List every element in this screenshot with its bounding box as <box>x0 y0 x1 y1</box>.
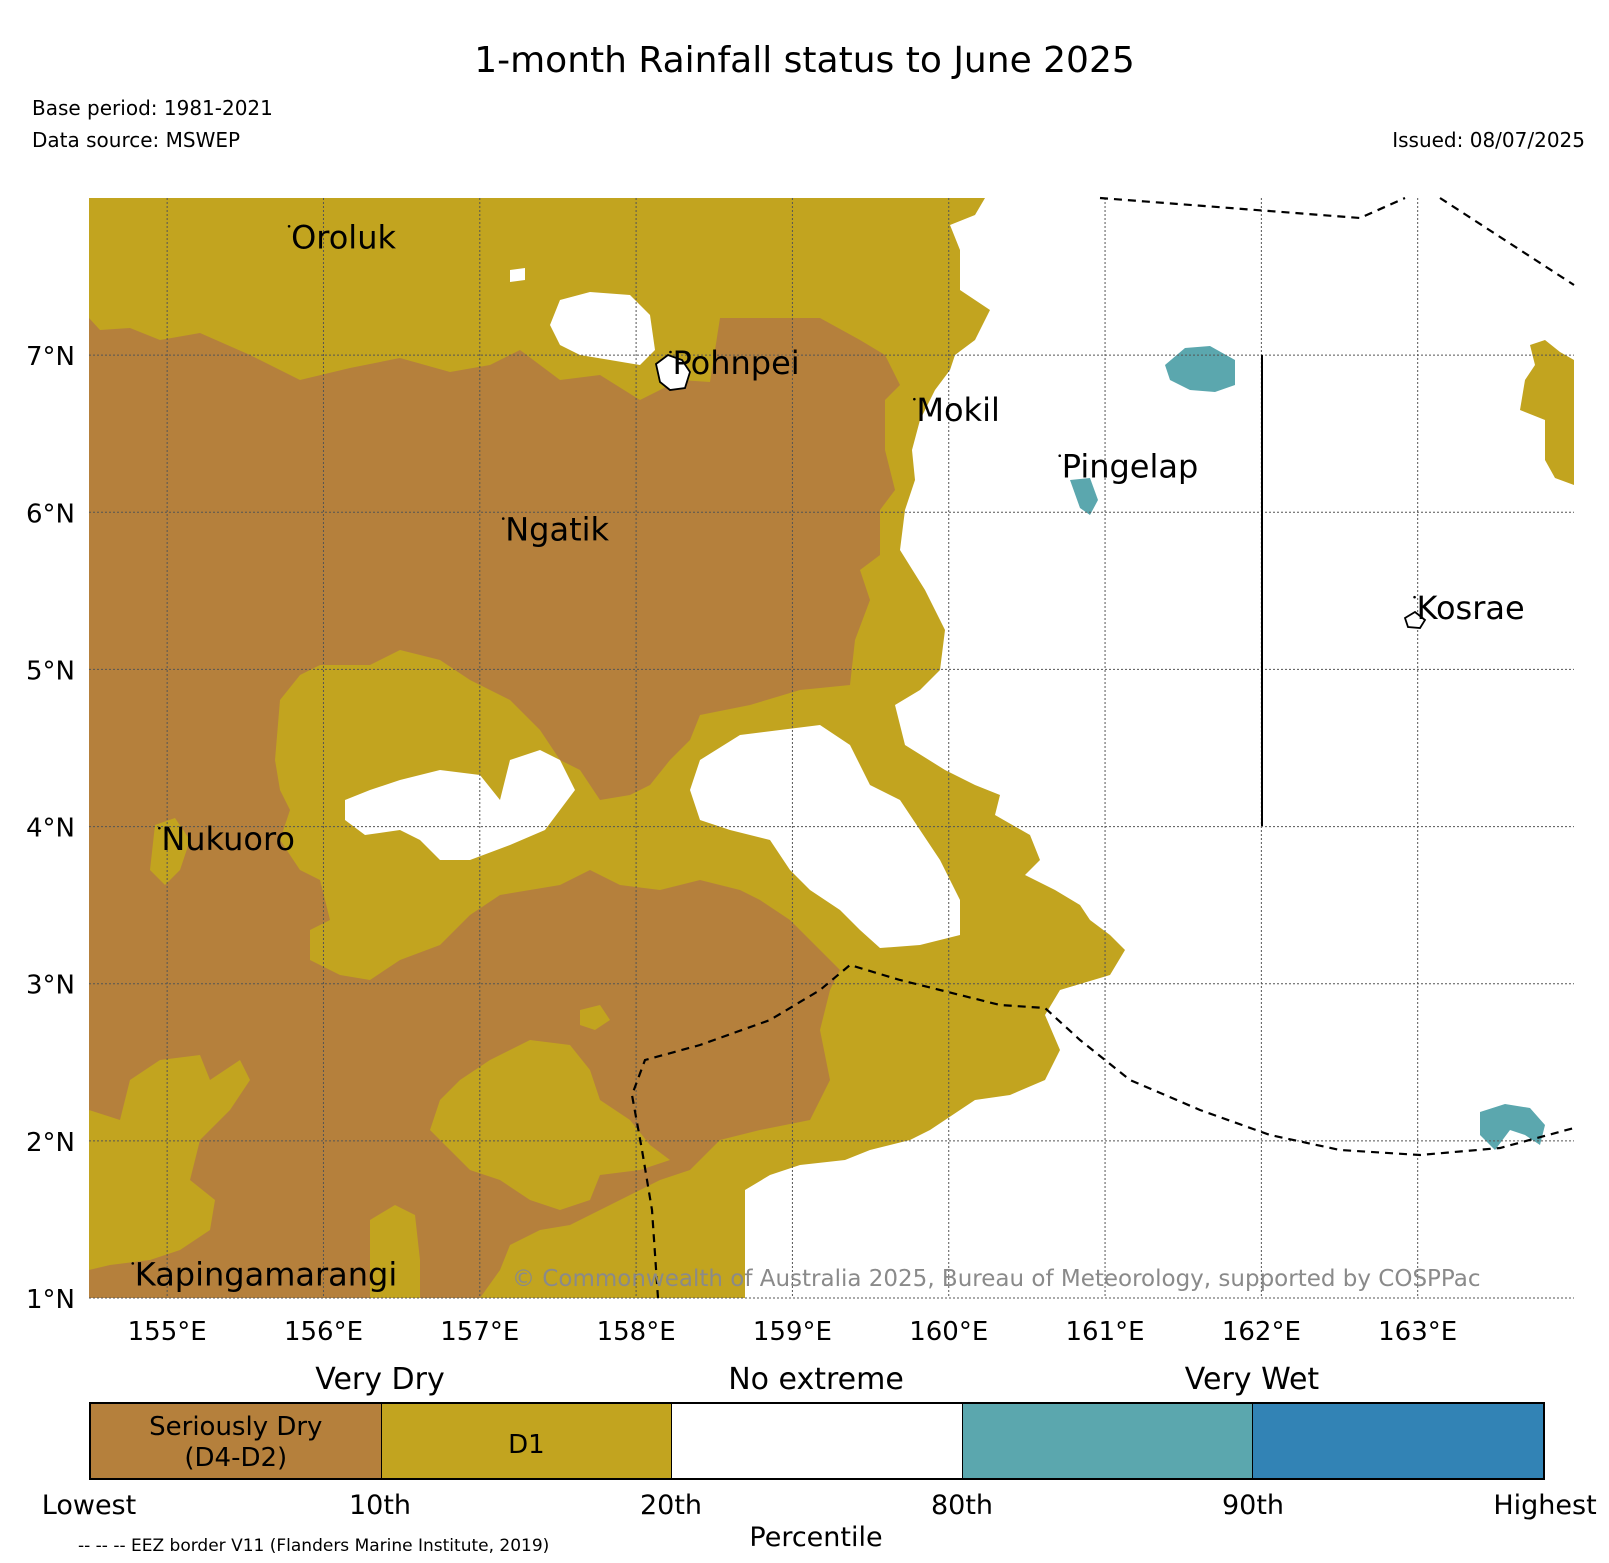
place-marker <box>669 350 672 354</box>
d1-patch-south <box>89 1055 250 1270</box>
base-period-note: Base period: 1981-2021 <box>32 96 273 120</box>
legend-seriously-dry-label: Seriously Dry (D4-D2) <box>149 1412 323 1473</box>
lon-tick-label: 159°E <box>753 1317 832 1347</box>
no-extreme-hole-2 <box>345 750 575 860</box>
lon-tick-label: 158°E <box>597 1317 676 1347</box>
legend-seriously-dry: Seriously Dry (D4-D2) <box>91 1404 382 1478</box>
d1-patch-east <box>1520 340 1574 485</box>
lat-tick-label: 2°N <box>26 1128 75 1158</box>
no-extreme-hole-1 <box>550 292 655 365</box>
place-label-mokil: Mokil <box>916 391 1000 429</box>
lat-tick-label: 3°N <box>26 971 75 1001</box>
d1-patch-center <box>430 1040 670 1210</box>
place-marker <box>287 224 291 228</box>
legend-highest <box>1253 1404 1543 1478</box>
copyright-note: © Commonwealth of Australia 2025, Bureau… <box>512 1266 1481 1292</box>
lat-tick-label: 4°N <box>26 814 75 844</box>
eez-border <box>630 196 1575 1299</box>
legend-colorbar: Seriously Dry (D4-D2) D1 <box>89 1402 1545 1480</box>
legend-tick-90th: 90th <box>1221 1490 1285 1521</box>
d1-patch-west <box>150 818 190 885</box>
place-label-pohnpei: Pohnpei <box>672 344 799 382</box>
place-label-kosrae: Kosrae <box>1417 589 1525 627</box>
longitude-tick-labels: 155°E 156°E 157°E 158°E 159°E 160°E 161°E 162°E… <box>128 1317 1458 1347</box>
place-marker <box>1058 454 1062 458</box>
place-marker <box>1413 595 1416 599</box>
place-label-pingelap: Pingelap <box>1062 448 1199 486</box>
issued-date: Issued: 08/07/2025 <box>1392 128 1585 152</box>
place-label-oroluk: Oroluk <box>291 218 396 256</box>
legend-tick-20th: 20th <box>639 1490 703 1521</box>
legend-tick-highest: Highest <box>1493 1490 1597 1521</box>
no-extreme-hole-3 <box>690 725 960 948</box>
very-wet-patch-1 <box>1165 346 1235 392</box>
legend-d1-label: D1 <box>508 1430 545 1460</box>
lat-tick-label: 5°N <box>26 656 75 686</box>
seriously-dry-region <box>89 318 900 1298</box>
place-labels: Oroluk Pohnpei Mokil Pingelap Ngatik Kosrae Nu… <box>131 218 1525 1293</box>
very-wet-patch-pingelap <box>1070 478 1098 515</box>
latitude-tick-labels: 1°N 2°N 3°N 4°N 5°N 6°N 7°N <box>26 342 75 1315</box>
legend-group-no-extreme: No extreme <box>728 1362 904 1397</box>
place-marker <box>131 1262 135 1265</box>
place-marker <box>158 826 161 830</box>
legend-group-very-dry: Very Dry <box>315 1362 445 1397</box>
legend-very-wet <box>962 1404 1254 1478</box>
lon-tick-label: 160°E <box>909 1317 988 1347</box>
legend-tick-lowest: Lowest <box>41 1490 137 1521</box>
place-marker <box>501 517 505 520</box>
pohnpei-island <box>654 353 691 391</box>
legend-xlabel: Percentile <box>749 1522 883 1553</box>
lon-tick-label: 162°E <box>1222 1317 1301 1347</box>
island-outlines <box>654 353 1427 629</box>
d1-patch-kapinga <box>370 1205 420 1298</box>
place-marker <box>913 397 916 401</box>
eez-note: -- -- -- EEZ border V11 (Flanders Marine… <box>78 1536 550 1556</box>
lat-tick-label: 1°N <box>26 1285 75 1315</box>
place-label-nukuoro: Nukuoro <box>161 820 295 858</box>
place-label-ngatik: Ngatik <box>505 511 609 549</box>
lon-tick-label: 163°E <box>1378 1317 1457 1347</box>
lon-tick-label: 157°E <box>440 1317 519 1347</box>
very-wet-patch-2 <box>1480 1104 1545 1150</box>
place-label-kapingamarangi: Kapingamarangi <box>135 1255 397 1293</box>
map-title: 1-month Rainfall status to June 2025 <box>474 40 1135 81</box>
legend-no-extreme <box>672 1404 963 1478</box>
no-extreme-hole-4 <box>510 268 525 282</box>
legend-tick-80th: 80th <box>930 1490 994 1521</box>
kosrae-island <box>1403 610 1427 629</box>
data-source-note: Data source: MSWEP <box>32 128 241 152</box>
lon-tick-label: 155°E <box>128 1317 207 1347</box>
d1-patch-small <box>580 1005 610 1030</box>
rainfall-fields <box>89 198 1574 1298</box>
legend-tick-10th: 10th <box>348 1490 412 1521</box>
lat-tick-label: 7°N <box>26 342 75 372</box>
lon-tick-label: 156°E <box>284 1317 363 1347</box>
lat-tick-label: 6°N <box>26 499 75 529</box>
legend-d1: D1 <box>381 1404 673 1478</box>
legend-group-very-wet: Very Wet <box>1184 1362 1320 1397</box>
lon-tick-label: 161°E <box>1066 1317 1145 1347</box>
